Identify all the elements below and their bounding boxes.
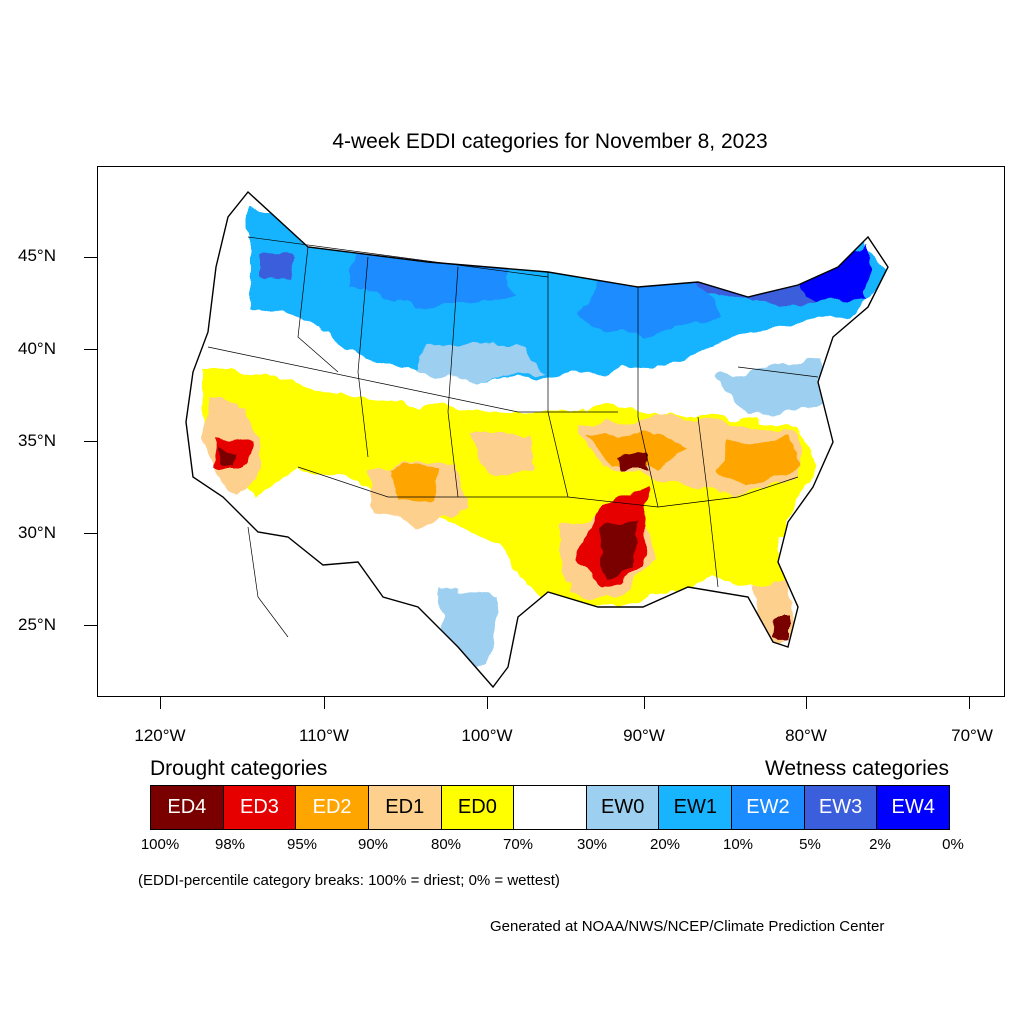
lat-label-30: 30°N [18,523,56,542]
break-label: 95% [286,836,318,853]
legend-label: EW1 [673,796,717,818]
drought-categories-heading: Drought categories [150,757,328,780]
lon-tick [644,697,645,709]
legend-label: EW4 [891,796,935,818]
break-label: 30% [576,836,608,853]
break-label: 80% [430,836,462,853]
lat-label-25: 25°N [18,615,56,634]
lat-label-40: 40°N [18,339,56,358]
state-borders [207,236,819,638]
lon-tick [806,697,807,709]
lon-label-80: 80°W [785,726,827,745]
legend-label: ED1 [385,796,425,818]
lat-tick [84,625,97,626]
break-label: 100% [140,836,180,853]
category-legend: ED4 ED3 ED2 ED1 ED0 EW0 EW1 EW2 EW3 EW4 [150,785,950,830]
break-label: 20% [649,836,681,853]
legend-box-ed1: ED1 [368,786,442,829]
break-label: 5% [799,836,821,853]
lon-tick [487,697,488,709]
lat-label-45: 45°N [18,246,56,265]
legend-box-neutral [514,786,587,829]
lat-tick [84,441,97,442]
coastline-outlines [185,190,889,689]
wetness-categories-heading: Wetness categories [764,757,949,780]
legend-box-ed3: ED3 [223,786,297,829]
lat-tick [84,533,97,534]
lon-label-110: 110°W [299,726,349,745]
lon-tick [324,697,325,709]
lon-label-90: 90°W [623,726,665,745]
legend-box-ew2: EW2 [732,786,805,829]
lon-label-70: 70°W [951,726,993,745]
legend-label: EW3 [818,796,863,818]
legend-box-ed4: ED4 [151,786,224,829]
legend-box-ed0: ED0 [441,786,515,829]
legend-label: ED4 [167,796,207,818]
legend-label: ED2 [312,796,352,818]
legend-box-ew1: EW1 [659,786,733,829]
eddi-map-canvas [185,190,889,689]
legend-label: EW0 [600,796,645,818]
break-label: 10% [722,836,754,853]
break-label: 70% [502,836,534,853]
legend-box-ed2: ED2 [296,786,369,829]
eddi-map [97,166,1005,697]
legend-label: ED0 [457,796,497,818]
lon-tick [969,697,970,709]
lat-tick [84,349,97,350]
lon-label-100: 100°W [461,726,513,745]
lat-label-35: 35°N [18,431,56,450]
legend-label: EW2 [746,796,790,818]
break-label: 2% [869,836,891,853]
lon-label-120: 120°W [134,726,186,745]
category-breaks-note: (EDDI-percentile category breaks: 100% =… [138,872,560,889]
break-label: 0% [942,836,964,853]
lon-tick [160,697,161,709]
break-label: 90% [357,836,389,853]
map-title: 4-week EDDI categories for November 8, 2… [332,130,768,153]
credit-line: Generated at NOAA/NWS/NCEP/Climate Predi… [490,918,885,935]
legend-box-ew0: EW0 [586,786,660,829]
lat-tick [84,257,97,258]
break-label: 98% [214,836,246,853]
legend-box-ew4: EW4 [877,786,950,829]
legend-box-ew3: EW3 [804,786,878,829]
legend-label: ED3 [240,796,279,818]
category-shading [186,192,888,687]
